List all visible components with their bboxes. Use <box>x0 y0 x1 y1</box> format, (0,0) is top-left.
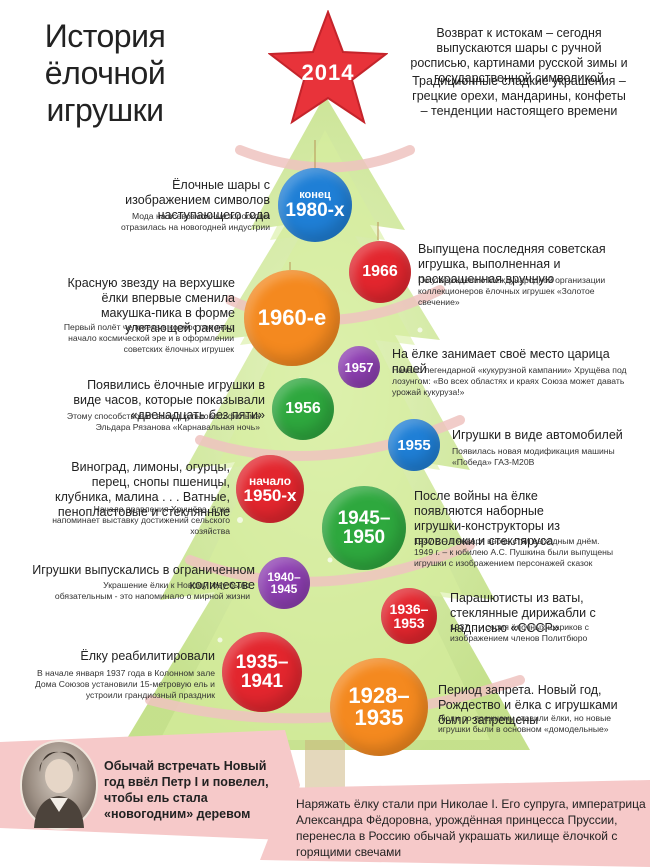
ornament-1950s: начало 1950-х <box>236 455 304 523</box>
event-1936-headline: Парашютисты из ваты, стеклянные дирижабл… <box>450 591 596 635</box>
ornament-1936-1953: 1936– 1953 <box>381 588 437 644</box>
event-1945-headline: После войны на ёлке появляются наборные … <box>414 489 561 548</box>
star-icon <box>268 10 388 125</box>
ornament-1935-line1: 1935– <box>235 652 289 673</box>
ornament-1928-line1: 1928– <box>348 683 410 708</box>
ornament-1935-1941: 1935– 1941 <box>222 632 302 712</box>
ornament-1955-label: 1955 <box>397 436 431 454</box>
ornament-1928-1935: 1928– 1935 <box>330 658 428 756</box>
ornament-1966-label: 1966 <box>362 263 398 280</box>
event-1928-headline: Период запрета. Новый год, Рождество и ё… <box>438 683 618 727</box>
peter-portrait <box>22 742 96 828</box>
portrait-figure-icon <box>34 751 84 828</box>
nikolai-text: Наряжать ёлку стали при Николае I. Его с… <box>296 797 646 859</box>
event-1956-headline: Появились ёлочные игрушки в виде часов, … <box>73 378 265 422</box>
ornament-1960s-label: 1960-е <box>257 305 327 330</box>
ornament-1935-line2: 1941 <box>240 671 284 692</box>
ornament-1960s: 1960-е <box>244 270 340 366</box>
event-1956-note: Этому способствовал выход культового фил… <box>66 411 260 432</box>
ornament-1945-1950: 1945– 1950 <box>322 486 406 570</box>
title-line-2: ёлочной <box>44 55 166 91</box>
star-year: 2014 <box>301 60 355 85</box>
event-1935-headline: Ёлку реабилитировали <box>80 649 215 663</box>
event-1950s-note: Начало правления Хрущёва, ёлка напоминае… <box>52 504 230 536</box>
ornament-1940-line1: 1940– <box>267 570 301 584</box>
text-2014-sweets: Традиционные сладкие украшения – грецкие… <box>412 74 626 118</box>
event-1940-note: Украшение ёлки к Новому году было обязат… <box>54 580 250 601</box>
ornament-1940-1945: 1940– 1945 <box>258 557 310 609</box>
event-1950s-headline: Виноград, лимоны, огурцы, перец, снопы п… <box>54 460 230 519</box>
ornament-1928-line2: 1935 <box>354 705 404 730</box>
ornament-1945-line1: 1945– <box>337 508 391 529</box>
ornament-strings <box>289 140 379 270</box>
ornament-1956: 1956 <box>272 378 334 440</box>
peter-text: Обычай встречать Новый год ввёл Петр I и… <box>104 759 269 821</box>
event-1945-note-1: 1947 г. – 1 января вновь стал выходным д… <box>414 536 600 546</box>
ornament-1936-line1: 1936– <box>389 601 429 617</box>
event-1935-note: В начале января 1937 года в Колонном зал… <box>35 668 215 700</box>
ornament-1980s: конец 1980-х <box>278 168 352 242</box>
banner-nikolai <box>260 780 650 867</box>
event-1928-note: Люди по-прежнему ставили ёлки, но новые … <box>438 713 612 734</box>
event-1955-note: Появилась новая модификация машины «Побе… <box>452 446 615 467</box>
title-line-1: История <box>44 18 166 54</box>
ornament-1957-label: 1957 <box>344 359 374 375</box>
event-1955-headline: Игрушки в виде автомобилей <box>452 428 623 442</box>
event-1945-note-2: 1949 г. – к юбилею А.С. Пушкина были вып… <box>414 547 614 568</box>
ornament-1980s-line1: конец <box>299 189 331 201</box>
text-2014-souvenirs: Возврат к истокам – сегодня выпускаются … <box>410 26 628 85</box>
ornament-1956-label: 1956 <box>285 400 321 417</box>
event-1980s-note: Мода на всевозможные гороскопы отразилас… <box>120 211 270 232</box>
ornament-1940-line2: 1945 <box>270 582 298 596</box>
event-1957-headline: На ёлке занимает своё место царица полей <box>392 347 610 376</box>
ornament-1980s-line2: 1980-х <box>285 200 345 221</box>
event-1966-note: По утверждению Международной организации… <box>418 275 606 307</box>
ornament-1936-line2: 1953 <box>393 615 425 631</box>
event-1957-note: Начало легендарной «кукурузной кампании»… <box>392 365 627 397</box>
ornament-1957: 1957 <box>338 346 380 388</box>
ornament-1950s-line2: 1950-х <box>243 485 297 505</box>
event-1960s-headline: Красную звезду на верхушке ёлки впервые … <box>67 276 236 335</box>
page-title: История ёлочной игрушки <box>20 18 190 129</box>
ornament-1950s-line1: начало <box>248 473 292 488</box>
event-1960s-note: Первый полёт человека в космос положил н… <box>63 322 234 354</box>
event-1936-note: 1937 г. – серия ёлочных шариков с изобра… <box>450 622 589 643</box>
ornament-1955: 1955 <box>388 419 440 471</box>
event-1980s-headline: Ёлочные шары с изображением символов нас… <box>125 178 270 222</box>
event-1966-headline: Выпущена последняя советская игрушка, вы… <box>418 242 606 286</box>
ornament-1966: 1966 <box>349 241 411 303</box>
title-line-3: игрушки <box>46 92 164 128</box>
event-1940-headline: Игрушки выпускались в ограниченном колич… <box>32 563 255 592</box>
ornament-1945-line2: 1950 <box>342 527 386 548</box>
